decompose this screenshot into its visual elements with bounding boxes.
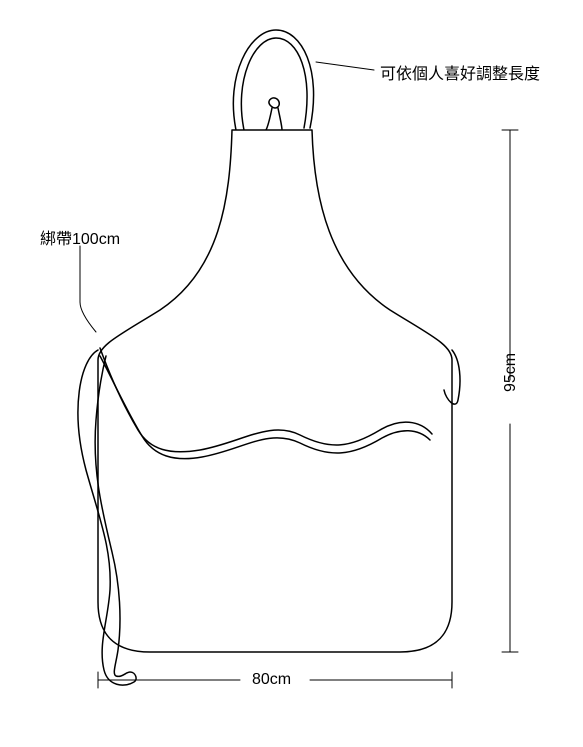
tie-length-label: 綁帶100cm [40,225,120,249]
leader-tie [80,246,96,332]
neck-strap-note: 可依個人喜好調整長度 [380,60,540,84]
neck-strap [233,30,313,130]
apron-diagram: 可依個人喜好調整長度 綁帶100cm 80cm 95cm [0,0,583,747]
apron-svg [0,0,583,747]
height-dim-label: 95cm [502,353,520,392]
width-dim-label: 80cm [252,671,291,689]
apron-body [98,130,452,652]
leader-neck [316,62,374,70]
